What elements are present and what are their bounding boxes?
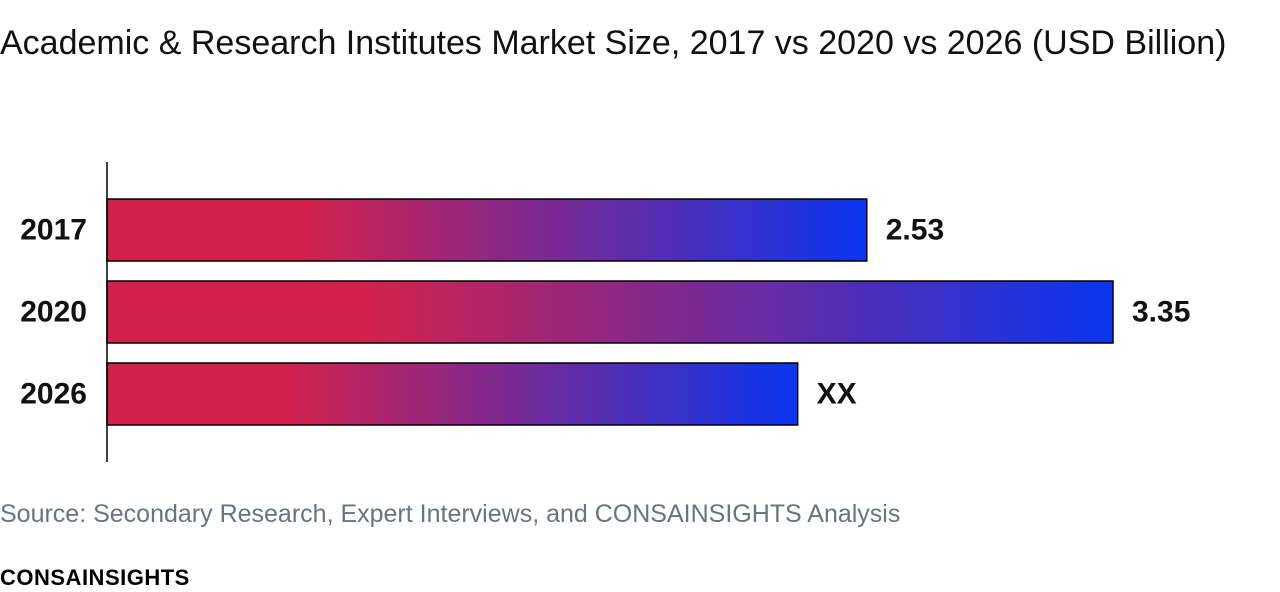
bar-2026 — [106, 362, 799, 426]
chart-title: Academic & Research Institutes Market Si… — [0, 24, 1227, 62]
value-label-2017: 2.53 — [886, 214, 944, 247]
bar-chart-svg: 2017 2.53 2020 3.35 2026 XX — [20, 162, 1190, 462]
bar-chart: 2017 2.53 2020 3.35 2026 XX — [0, 150, 1280, 470]
brand-logo-text: CONSAINSIGHTS — [0, 565, 190, 590]
source-note: Source: Secondary Research, Expert Inter… — [0, 500, 901, 528]
value-label-2026: XX — [817, 378, 857, 411]
category-label-2020: 2020 — [20, 296, 87, 329]
bar-2020 — [106, 280, 1114, 344]
value-label-2020: 3.35 — [1132, 296, 1190, 329]
category-label-2026: 2026 — [20, 378, 87, 411]
category-label-2017: 2017 — [20, 214, 87, 247]
bar-2017 — [106, 198, 868, 262]
